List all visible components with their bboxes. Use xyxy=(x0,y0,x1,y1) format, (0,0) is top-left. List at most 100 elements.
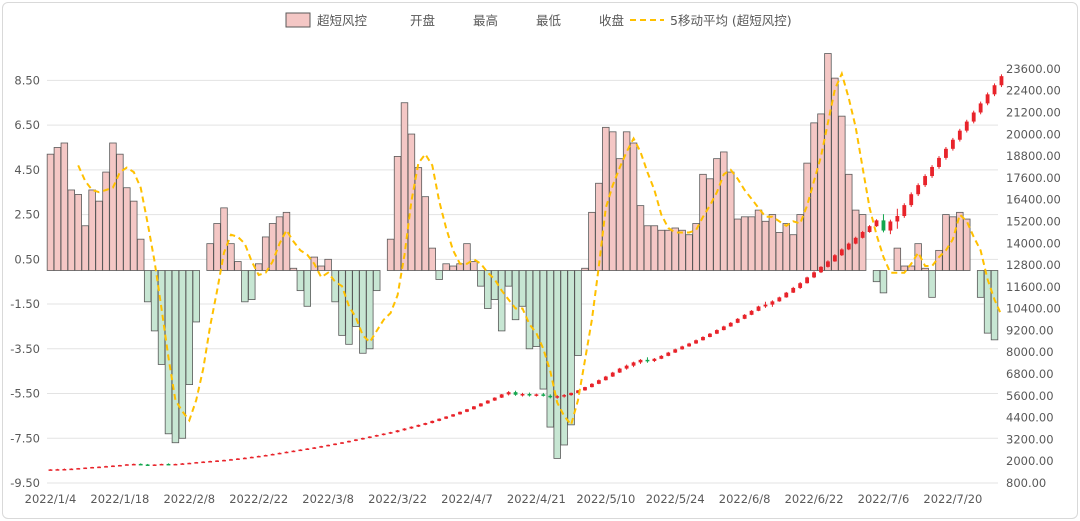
candle-body xyxy=(416,424,421,427)
candle-body xyxy=(916,185,921,195)
bar xyxy=(137,238,145,271)
candle-body xyxy=(208,461,213,463)
bar xyxy=(636,205,645,271)
bar xyxy=(81,225,89,271)
right-tick-label: 22400.00 xyxy=(1006,84,1061,98)
candle-body xyxy=(97,466,101,469)
left-axis: -9.50 -7.50 -5.50 -3.50 -1.50 0.50 2.50 4.50 6.5… xyxy=(10,73,40,490)
bar xyxy=(789,234,797,271)
candle-body xyxy=(749,310,754,315)
candle-body xyxy=(576,390,580,393)
bar xyxy=(733,218,742,271)
candle-body xyxy=(520,394,525,396)
bar xyxy=(407,133,416,271)
bar xyxy=(477,270,485,287)
bar xyxy=(192,270,200,323)
candle-body xyxy=(194,462,199,464)
candle-body xyxy=(867,226,872,232)
right-tick-label: 18800.00 xyxy=(1006,149,1061,163)
candle-body xyxy=(923,176,928,186)
legend-entry-open: 开盘 xyxy=(410,13,435,28)
bar xyxy=(581,267,589,271)
candle-body xyxy=(90,467,95,469)
bar xyxy=(678,229,686,271)
candle-body xyxy=(242,457,247,460)
bar xyxy=(95,200,103,271)
candle-body xyxy=(694,340,698,344)
x-tick-label: 2022/2/22 xyxy=(229,492,288,506)
candle-body xyxy=(631,362,636,366)
candle-body xyxy=(152,464,157,466)
bar xyxy=(588,211,596,271)
candle-body xyxy=(353,439,358,441)
bar xyxy=(282,211,291,271)
bar xyxy=(713,158,721,271)
x-tick-label: 2022/6/22 xyxy=(785,492,844,506)
candle-body xyxy=(791,287,796,293)
candle-body xyxy=(270,453,275,456)
candle-body xyxy=(69,468,74,471)
candle-body xyxy=(312,447,317,449)
bar xyxy=(241,270,249,303)
bar xyxy=(255,263,263,271)
right-tick-label: 8000.00 xyxy=(1006,345,1054,359)
bar xyxy=(171,270,180,444)
bar xyxy=(504,270,513,287)
candle-body xyxy=(499,394,504,398)
bar xyxy=(810,122,818,271)
candle-body xyxy=(298,449,303,452)
bar xyxy=(671,227,679,271)
bar xyxy=(525,270,534,350)
candle-body xyxy=(555,396,560,398)
candle-body xyxy=(590,383,594,388)
candle-body xyxy=(333,443,337,446)
right-tick-label: 17600.00 xyxy=(1006,171,1061,185)
bar xyxy=(754,209,763,271)
candle-body xyxy=(805,277,810,284)
right-tick-label: 800.00 xyxy=(1006,476,1046,490)
candle-body xyxy=(569,392,574,396)
right-tick-label: 10400.00 xyxy=(1006,302,1061,316)
left-tick-label: -3.50 xyxy=(10,342,40,356)
bar xyxy=(900,265,908,271)
left-tick-label: -5.50 xyxy=(10,387,40,401)
candle-body xyxy=(291,450,296,453)
candle-body xyxy=(187,462,192,465)
bar xyxy=(74,194,82,271)
bar xyxy=(366,270,374,350)
right-tick-label: 20000.00 xyxy=(1006,127,1061,141)
bar xyxy=(60,142,69,271)
candle-body xyxy=(763,304,768,307)
candle-body xyxy=(680,346,685,350)
candle-body xyxy=(131,463,136,466)
x-tick-label: 2022/5/10 xyxy=(576,492,635,506)
candle-body xyxy=(284,451,289,454)
bar xyxy=(949,216,957,271)
x-tick-label: 2022/7/20 xyxy=(923,492,982,506)
candle-body xyxy=(173,463,178,466)
right-tick-label: 9200.00 xyxy=(1006,323,1054,337)
bar xyxy=(831,77,839,271)
candle-body xyxy=(548,395,553,398)
left-tick-label: -9.50 xyxy=(10,476,40,490)
candle-body xyxy=(978,103,983,113)
candle-body xyxy=(492,397,497,401)
x-tick-label: 2022/3/22 xyxy=(368,492,427,506)
x-tick-label: 2022/5/24 xyxy=(646,492,705,506)
candle-body xyxy=(624,365,629,369)
candle-body xyxy=(263,455,268,457)
candle-body xyxy=(326,444,331,447)
bar xyxy=(817,113,825,271)
bar xyxy=(400,102,409,271)
bar xyxy=(220,207,228,271)
candle-body xyxy=(305,448,310,450)
bar xyxy=(123,187,131,271)
candle-body xyxy=(909,194,914,206)
right-tick-label: 5600.00 xyxy=(1006,389,1054,403)
candle-body xyxy=(610,372,615,377)
candle-body xyxy=(770,301,775,305)
candle-body xyxy=(527,394,532,396)
bar xyxy=(261,236,270,271)
bar xyxy=(845,173,853,271)
candle-body xyxy=(846,243,851,250)
